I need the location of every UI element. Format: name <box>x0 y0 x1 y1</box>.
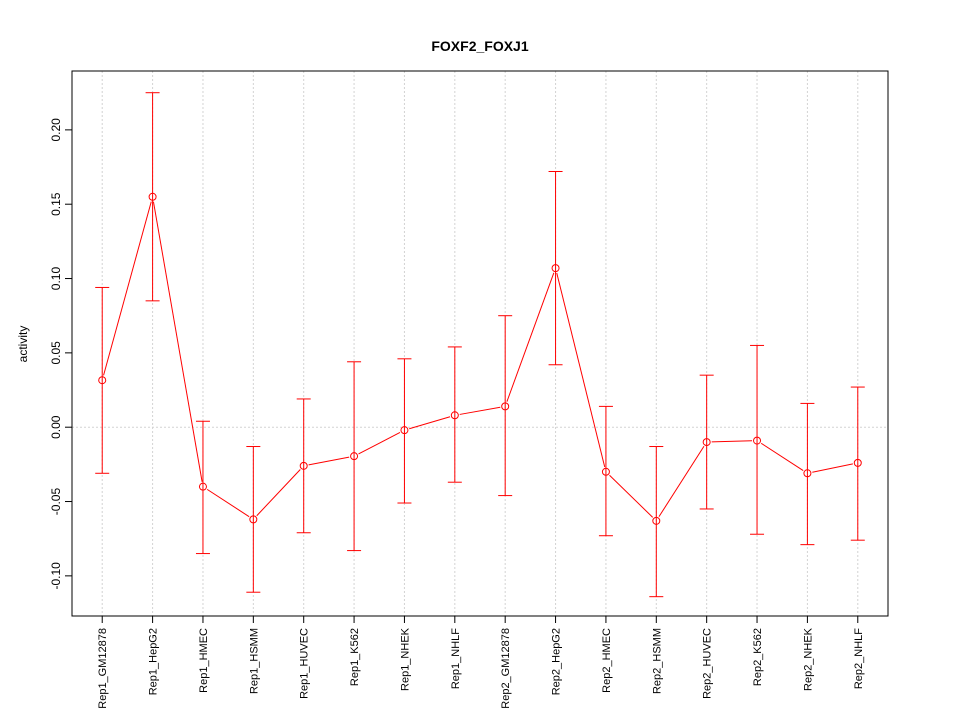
y-axis-label: activity <box>16 326 30 363</box>
data-point <box>98 376 107 385</box>
y-axis: -0.10 -0.05 0.00 0.05 0.10 0.15 0.20 <box>49 118 73 590</box>
x-tick-label: Rep1_HepG2 <box>148 628 160 695</box>
x-tick-label: Rep2_HSMM <box>651 628 663 694</box>
series-segment <box>760 442 804 471</box>
data-point <box>652 516 661 525</box>
series-segment <box>103 201 152 376</box>
series-segment <box>308 456 350 466</box>
y-tick-label: -0.10 <box>49 562 63 590</box>
x-tick-label: Rep2_NHLF <box>853 628 865 689</box>
series-segment <box>658 446 705 517</box>
x-tick-label: Rep1_NHLF <box>450 628 462 689</box>
y-tick-label: 0.20 <box>49 118 63 142</box>
data-point <box>299 461 308 470</box>
x-tick-label: Rep1_HUVEC <box>299 628 311 699</box>
y-tick-label: 0.15 <box>49 192 63 216</box>
data-point <box>551 264 560 273</box>
data-point <box>249 515 258 524</box>
x-tick-label: Rep2_HepG2 <box>551 628 563 695</box>
data-point <box>501 402 510 411</box>
data-point <box>803 469 812 478</box>
data-point <box>400 426 409 435</box>
series-line <box>103 201 853 518</box>
data-point <box>753 436 762 445</box>
y-tick-label: 0.00 <box>49 415 63 439</box>
series-segment <box>256 469 301 517</box>
series-segment <box>358 432 401 455</box>
chart-title: FOXF2_FOXJ1 <box>431 38 528 54</box>
series-segment <box>506 272 555 402</box>
series-segment <box>206 488 250 518</box>
series-segment <box>609 474 654 518</box>
x-tick-label: Rep1_NHEK <box>399 627 411 691</box>
x-tick-label: Rep1_HMEC <box>198 628 210 693</box>
y-tick-label: 0.05 <box>49 341 63 365</box>
x-tick-label: Rep2_GM12878 <box>500 628 512 709</box>
plot-frame <box>71 70 889 617</box>
x-tick-label: Rep1_K562 <box>349 628 361 686</box>
series-segment <box>459 406 501 415</box>
x-tick-label: Rep2_HMEC <box>601 628 613 693</box>
data-point <box>853 458 862 467</box>
series-segment <box>409 416 451 430</box>
data-point <box>702 438 711 447</box>
series-segment <box>711 440 753 443</box>
series-segment <box>812 463 853 473</box>
error-bars <box>95 92 865 598</box>
data-point <box>198 482 207 491</box>
x-axis: Rep1_GM12878 Rep1_HepG2 Rep1_HMEC Rep1_HSMM… <box>97 615 865 709</box>
series-segment <box>152 201 203 482</box>
y-tick-label: 0.10 <box>49 267 63 291</box>
x-tick-label: Rep2_NHEK <box>802 627 814 691</box>
data-point <box>450 411 459 420</box>
data-points <box>98 192 862 525</box>
x-tick-label: Rep1_HSMM <box>248 628 260 694</box>
data-point <box>148 192 157 201</box>
y-tick-label: -0.05 <box>49 488 63 516</box>
x-tick-label: Rep2_K562 <box>752 628 764 686</box>
series-segment <box>556 272 606 468</box>
data-point <box>350 452 359 461</box>
grid <box>72 71 888 616</box>
x-tick-label: Rep1_GM12878 <box>97 628 109 709</box>
data-point <box>601 467 610 476</box>
x-tick-label: Rep2_HUVEC <box>702 628 714 699</box>
